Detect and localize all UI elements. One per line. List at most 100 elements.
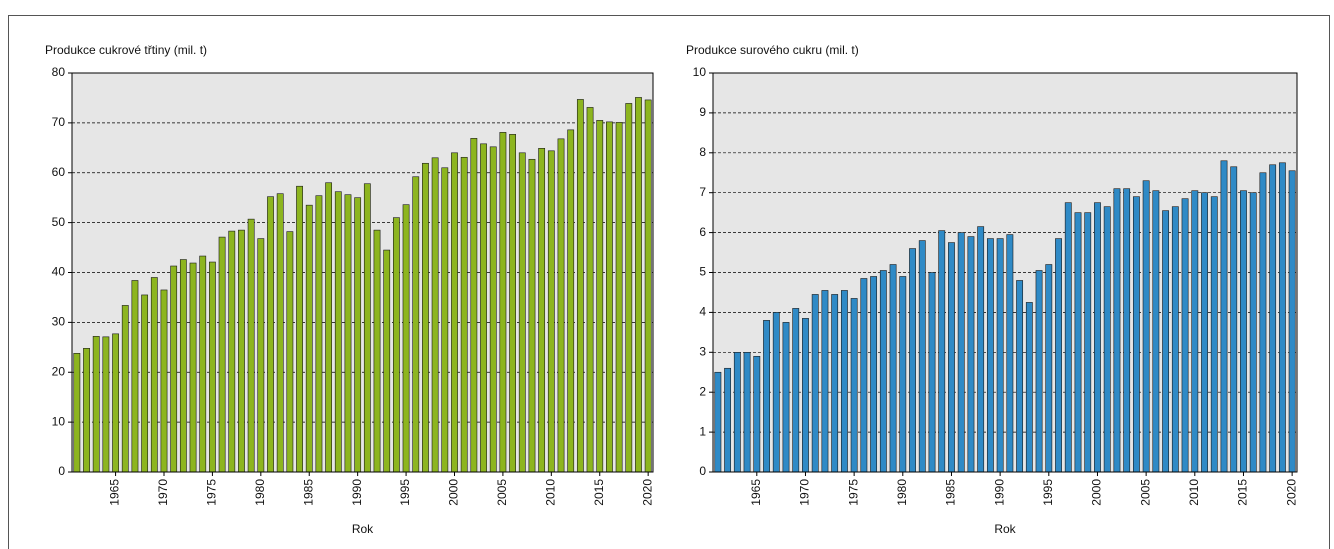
y-tick-label: 60	[52, 165, 66, 179]
bar	[509, 134, 516, 473]
bar	[102, 336, 110, 473]
bar	[1123, 188, 1131, 473]
bar	[470, 138, 478, 473]
bar	[1016, 280, 1024, 473]
y-tick-label: 4	[699, 305, 706, 319]
bar	[460, 156, 468, 473]
bar	[412, 176, 420, 473]
bar	[325, 182, 333, 473]
x-axis-label: Rok	[352, 522, 374, 536]
bar	[547, 150, 555, 473]
bar	[879, 270, 887, 473]
bar	[889, 264, 897, 473]
bar	[977, 226, 985, 473]
y-tick-label: 70	[52, 115, 66, 129]
x-tick-label: 1965	[108, 479, 122, 506]
bar	[1045, 264, 1053, 473]
bar	[441, 167, 449, 473]
y-tick-label: 3	[699, 344, 706, 358]
bar	[802, 318, 809, 473]
x-tick-label: 1975	[846, 479, 860, 506]
x-tick-label: 1995	[398, 479, 412, 506]
x-axis-label: Rok	[994, 522, 1016, 536]
bar	[557, 138, 565, 473]
x-tick-label: 1990	[350, 479, 364, 506]
bar	[286, 231, 294, 473]
x-tick-label: 2005	[1138, 479, 1152, 506]
bar	[276, 193, 284, 473]
bar	[1181, 198, 1189, 473]
bar	[315, 195, 323, 473]
bar	[1084, 212, 1092, 473]
x-tick-label: 2000	[447, 479, 461, 506]
x-tick-label: 1970	[798, 479, 812, 506]
bar	[480, 143, 487, 473]
x-tick-label: 2005	[495, 479, 509, 506]
bar	[121, 305, 129, 473]
x-tick-label: 2010	[543, 479, 557, 506]
x-tick-label: 1985	[944, 479, 958, 506]
bar	[967, 236, 975, 473]
x-tick-label: 1980	[253, 479, 267, 506]
y-tick-label: 30	[52, 315, 66, 329]
x-tick-label: 2000	[1090, 479, 1104, 506]
bar	[305, 204, 313, 473]
bar	[209, 261, 216, 473]
x-tick-label: 2015	[1236, 479, 1250, 506]
bar	[538, 148, 546, 473]
bar	[112, 333, 119, 473]
bar	[228, 230, 236, 473]
y-tick-label: 10	[52, 414, 66, 428]
bar	[179, 259, 187, 473]
bar	[1171, 206, 1179, 473]
bar	[1025, 302, 1033, 473]
bar	[218, 236, 226, 473]
bar	[1230, 166, 1238, 473]
bar	[257, 238, 265, 473]
y-tick-label: 0	[58, 464, 65, 478]
bar	[644, 99, 652, 473]
y-tick-label: 2	[699, 384, 706, 398]
bar	[238, 229, 245, 473]
bar	[1103, 206, 1111, 473]
bar	[928, 272, 936, 473]
bar	[1191, 190, 1199, 473]
bar	[743, 351, 751, 473]
bar	[1006, 234, 1014, 473]
bar	[850, 298, 858, 473]
bar	[1162, 210, 1170, 473]
bar	[899, 276, 907, 473]
bar	[1269, 164, 1277, 473]
bar	[1249, 192, 1257, 473]
bar	[489, 146, 497, 473]
x-tick-label: 1970	[156, 479, 170, 506]
bar	[606, 121, 613, 473]
bar	[792, 308, 800, 473]
x-tick-label: 2015	[592, 479, 606, 506]
bar	[909, 248, 916, 473]
bar	[1288, 170, 1296, 473]
bar	[189, 262, 197, 473]
bar	[1210, 196, 1218, 473]
y-tick-label: 50	[52, 215, 66, 229]
bar	[1240, 190, 1247, 473]
x-tick-label: 1980	[895, 479, 909, 506]
bar	[918, 240, 926, 473]
bar	[150, 277, 158, 473]
bar	[1152, 190, 1160, 473]
y-tick-label: 7	[699, 185, 706, 199]
bar	[83, 348, 90, 473]
bar	[354, 197, 362, 473]
bar	[596, 120, 604, 473]
bar	[1113, 188, 1121, 473]
y-tick-label: 10	[693, 65, 707, 79]
plot-border	[712, 72, 1298, 473]
bar	[363, 183, 371, 473]
bar	[1142, 180, 1150, 473]
bar	[996, 238, 1004, 473]
x-tick-label: 1975	[205, 479, 219, 506]
x-tick-label: 2020	[640, 479, 654, 506]
bar	[625, 103, 633, 473]
x-tick-label: 2020	[1284, 479, 1298, 506]
